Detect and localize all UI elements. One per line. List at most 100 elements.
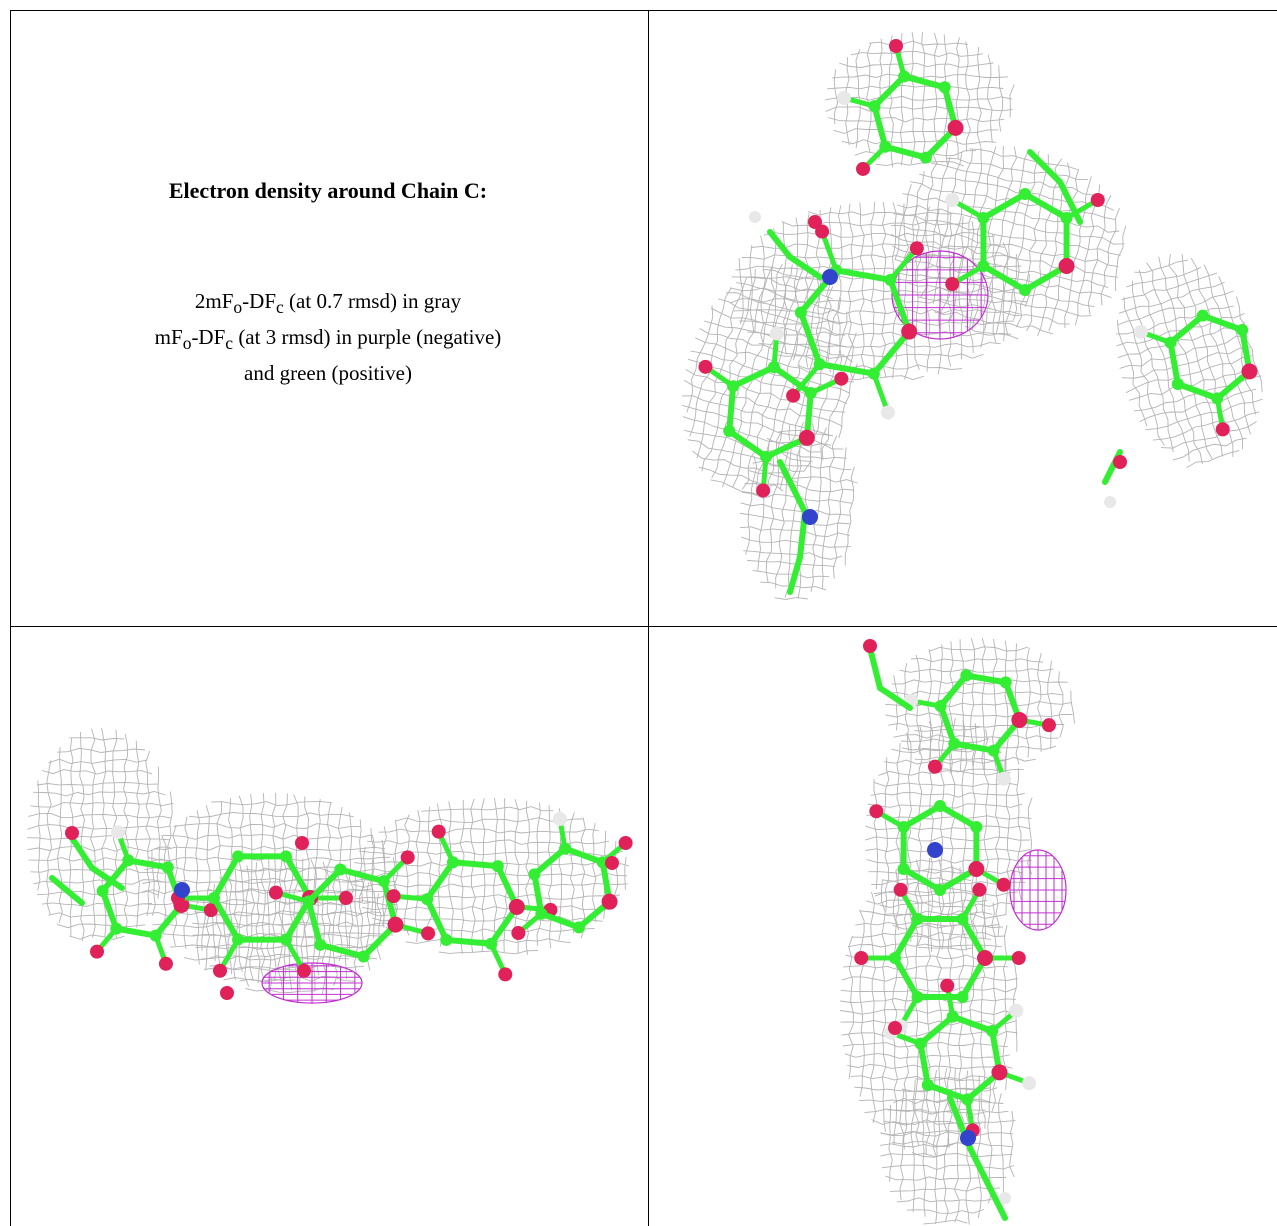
atom: [867, 367, 880, 380]
sugar-ring: [386, 824, 558, 982]
atom: [956, 913, 969, 926]
atom: [65, 826, 79, 840]
atom: [295, 836, 309, 850]
atom: [280, 850, 292, 863]
atom: [446, 856, 459, 869]
atom: [919, 151, 932, 164]
sugar-ring: [698, 326, 849, 498]
atom: [431, 824, 446, 839]
atom: [769, 326, 784, 341]
atom: [208, 892, 220, 904]
atom: [1019, 188, 1031, 200]
atom: [297, 963, 311, 978]
molecule-panel-top-right: [650, 12, 1276, 624]
atom: [808, 215, 822, 229]
atom: [934, 800, 946, 812]
atom: [947, 119, 964, 136]
bond: [69, 835, 95, 871]
atom: [996, 877, 1011, 892]
atom: [1171, 377, 1184, 390]
bond: [1027, 149, 1063, 185]
atom: [897, 821, 910, 833]
atom: [999, 1192, 1011, 1204]
atom: [868, 100, 881, 113]
atom: [946, 1010, 959, 1023]
sugar-ring: [786, 224, 924, 420]
atom: [96, 885, 109, 898]
bond: [967, 1145, 993, 1191]
sugar-ring: [511, 812, 633, 940]
atom: [158, 956, 173, 971]
atom: [698, 359, 713, 374]
atom: [601, 893, 618, 910]
atom: [1113, 455, 1127, 469]
atom: [1090, 193, 1105, 207]
atom: [879, 140, 892, 153]
bond: [877, 685, 913, 711]
atom: [945, 277, 960, 291]
atom: [386, 889, 401, 904]
atom: [339, 891, 353, 905]
atom: [618, 836, 633, 851]
atom: [996, 771, 1011, 786]
atom: [884, 273, 897, 286]
atom: [1011, 951, 1026, 965]
atom: [749, 211, 761, 223]
atom: [485, 937, 498, 950]
atom: [498, 967, 513, 982]
atom: [999, 676, 1012, 689]
atom: [977, 950, 993, 966]
atom: [559, 842, 572, 855]
atom: [934, 884, 946, 896]
bond: [1057, 179, 1083, 225]
atom: [552, 812, 567, 827]
bond: [867, 645, 883, 691]
atom: [813, 358, 826, 371]
atom: [232, 933, 244, 946]
atom: [605, 856, 619, 870]
atom: [956, 990, 969, 1003]
atom: [213, 963, 227, 978]
caption-title: Electron density around Chain C:: [168, 178, 488, 203]
molecule-render-end-on: [839, 637, 1075, 1225]
atom: [928, 759, 943, 774]
atom: [822, 269, 838, 285]
atom: [921, 1078, 934, 1091]
atom: [960, 669, 973, 682]
bond: [89, 865, 125, 891]
molecule-render-side: [26, 727, 633, 1004]
atom: [508, 898, 525, 915]
atom: [909, 241, 924, 256]
atom: [280, 933, 292, 946]
atom: [863, 639, 877, 653]
atom: [1041, 718, 1056, 733]
atom: [972, 882, 987, 897]
atom: [888, 1021, 902, 1035]
atom: [1058, 258, 1075, 274]
bond: [777, 459, 808, 515]
atom: [1133, 324, 1148, 339]
molecule-panel-bottom-left: [12, 628, 646, 1226]
legend-line-gray: 2mFo-DFc (at 0.7 rmsd) in gray: [194, 289, 462, 318]
legend-line-green: and green (positive): [244, 361, 412, 386]
atom: [960, 1130, 976, 1146]
atom: [880, 405, 895, 420]
atom: [727, 380, 740, 393]
atom: [760, 450, 773, 463]
density-mesh: [26, 727, 174, 942]
atom: [991, 1064, 1008, 1081]
atom: [911, 913, 924, 926]
atom: [986, 1025, 999, 1038]
atom: [377, 875, 390, 888]
negative-density-mesh: [1009, 849, 1067, 931]
atom: [968, 861, 985, 877]
atom: [914, 1037, 927, 1050]
sugar-ring: [869, 800, 1011, 896]
atom: [804, 386, 817, 399]
atom: [802, 509, 818, 525]
atom: [1215, 422, 1230, 437]
atom: [938, 81, 951, 94]
atom: [940, 978, 955, 993]
atom: [1241, 363, 1258, 380]
atom: [767, 361, 780, 374]
